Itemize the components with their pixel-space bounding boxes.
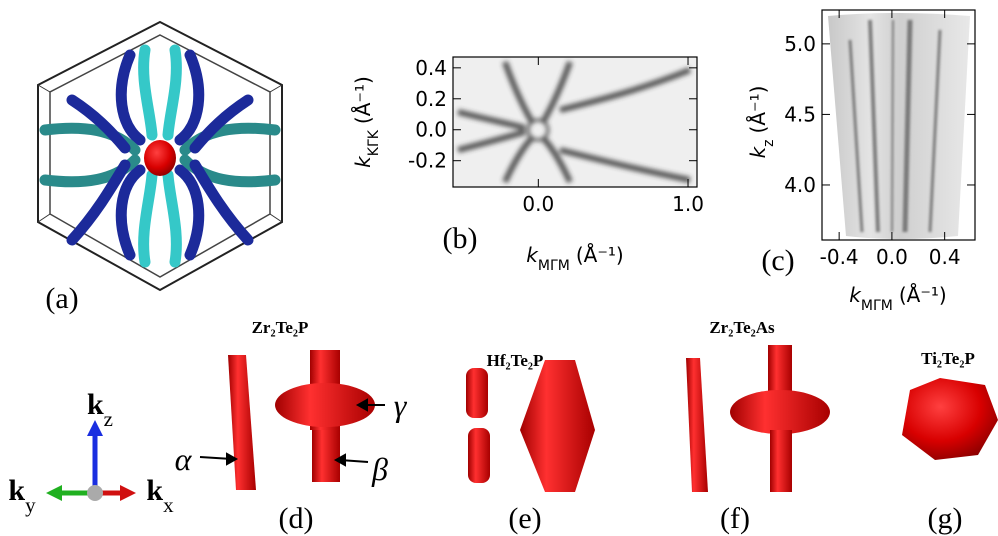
panel-label: (d) [279, 502, 314, 535]
axis-label: kz [87, 388, 113, 431]
panel-b-image [453, 57, 697, 187]
panel-label: (c) [761, 244, 794, 277]
panel-e-image [466, 360, 595, 492]
axis-subscript: z [104, 407, 113, 431]
panel-label: (g) [928, 502, 963, 535]
axis-unit: (Å⁻¹) [576, 243, 624, 267]
y-tick-label: 0.4 [415, 56, 447, 80]
axis-label: kx [146, 474, 174, 517]
axis-label: ky [8, 474, 36, 517]
axis-symbol: k [87, 388, 104, 421]
material-name: Zr₂Te₂P [252, 318, 309, 337]
panel-d-image [228, 350, 375, 490]
y-tick-label: 4.0 [784, 173, 816, 197]
y-tick-label: -0.2 [408, 149, 447, 173]
axis-subscript: y [25, 493, 36, 517]
axis-label: kz(Å⁻¹) [746, 86, 777, 159]
panel-label: (e) [508, 502, 541, 535]
annotation: α [175, 441, 193, 477]
panel-g-image [902, 378, 998, 460]
axis-unit: (Å⁻¹) [899, 283, 947, 307]
axis-symbol: k [8, 474, 25, 507]
material-name: Hf₂Te₂P [487, 351, 544, 370]
axis-label: kMΓM(Å⁻¹) [849, 283, 946, 314]
axes-triad [46, 420, 136, 501]
y-tick-label: 4.5 [784, 102, 816, 126]
x-tick-label: -0.4 [820, 245, 859, 269]
x-tick-label: 0.0 [522, 192, 554, 216]
panel-f-image [686, 345, 830, 492]
figure: 0.0 1.0 0.4 0.2 0.0 -0.2 k MΓM (Å⁻¹) k KΓK (Å⁻¹) -0.… [0, 0, 998, 536]
panel-label: (b) [443, 222, 478, 255]
panel-label: (a) [45, 282, 78, 315]
axis-unit: (Å⁻¹) [351, 76, 375, 124]
axis-symbol: k [146, 474, 163, 507]
axis-subscript: MΓM [538, 258, 570, 274]
panel-a-image [38, 22, 282, 290]
material-name: Zr₂Te₂As [709, 318, 775, 337]
x-tick-label: 1.0 [672, 192, 704, 216]
x-tick-label: 0.4 [929, 245, 961, 269]
y-tick-label: 0.2 [415, 87, 447, 111]
annotation: γ [394, 387, 408, 423]
y-tick-label: 5.0 [784, 32, 816, 56]
y-tick-label: 0.0 [415, 118, 447, 142]
axis-subscript: x [163, 493, 174, 517]
material-name: Ti₂Te₂P [921, 349, 975, 368]
x-tick-label: 0.0 [876, 245, 908, 269]
panel-c-image [828, 13, 970, 239]
annotation: β [371, 451, 388, 487]
panel-label: (f) [720, 502, 750, 535]
axis-subscript: MΓM [861, 298, 893, 314]
axis-label: kKΓK(Å⁻¹) [351, 76, 382, 168]
axis-unit: (Å⁻¹) [746, 86, 770, 134]
axis-subscript: z [761, 139, 777, 146]
axis-subscript: KΓK [366, 129, 382, 156]
axis-label: kMΓM(Å⁻¹) [526, 243, 623, 274]
